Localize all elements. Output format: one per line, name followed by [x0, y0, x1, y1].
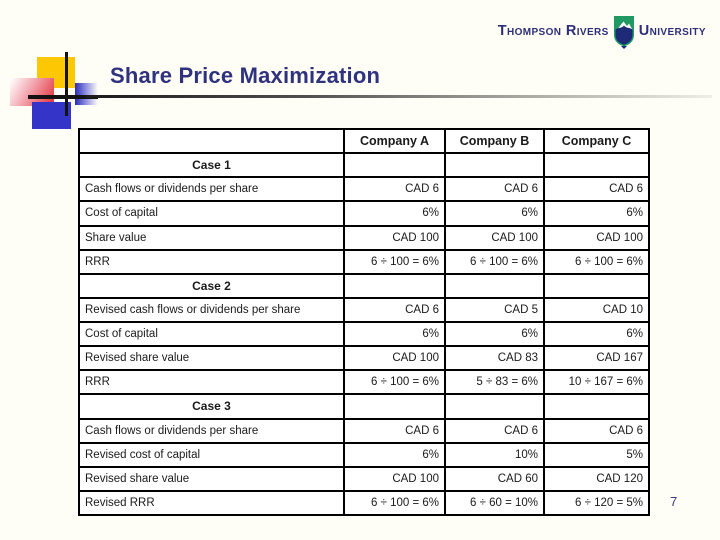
row-label: Cost of capital [78, 200, 345, 227]
value-cell: CAD 100 [543, 224, 650, 251]
table-row: Revised RRR 6 ÷ 100 = 6% 6 ÷ 60 = 10% 6 ÷ 1… [78, 489, 650, 517]
value-cell: CAD 120 [543, 465, 650, 492]
value-cell: CAD 6 [343, 176, 446, 203]
decor-horizontal-line [28, 95, 98, 99]
value-cell: 6 ÷ 60 = 10% [444, 489, 545, 517]
table-row: Cost of capital 6% 6% 6% [78, 320, 650, 348]
row-label: Share value [78, 224, 345, 251]
case-label: Case 1 [78, 152, 345, 179]
value-cell: 6% [444, 320, 545, 348]
empty-cell [543, 152, 650, 179]
table-row: Revised share value CAD 100 CAD 60 CAD 120 [78, 465, 650, 492]
comparison-table-body: Company A Company B Company C Case 1 Cash fl… [78, 127, 650, 517]
comparison-table: Company A Company B Company C Case 1 Cash fl… [78, 127, 650, 517]
value-cell: CAD 6 [543, 176, 650, 203]
value-cell: 6% [343, 441, 446, 468]
row-label: Revised cost of capital [78, 441, 345, 468]
empty-cell [543, 393, 650, 420]
table-row: RRR 6 ÷ 100 = 6% 5 ÷ 83 = 6% 10 ÷ 167 = 6% [78, 369, 650, 396]
value-cell: 10% [444, 441, 545, 468]
table-row: Share value CAD 100 CAD 100 CAD 100 [78, 224, 650, 251]
university-logo: Thompson Rivers University [498, 15, 706, 54]
table-row: Cash flows or dividends per share CAD 6 CA… [78, 417, 650, 444]
value-cell: CAD 10 [543, 296, 650, 324]
title-underline-rule [85, 94, 712, 98]
value-cell: 6% [343, 200, 446, 227]
table-header-row: Company A Company B Company C [78, 127, 650, 155]
decor-red-gradient-square [10, 78, 54, 106]
value-cell: CAD 100 [343, 465, 446, 492]
column-header: Company C [543, 127, 650, 155]
value-cell: CAD 6 [543, 417, 650, 444]
value-cell: CAD 100 [343, 345, 446, 372]
empty-cell [444, 152, 545, 179]
university-shield-icon [613, 15, 635, 54]
empty-cell [343, 152, 446, 179]
table-row: Cost of capital 6% 6% 6% [78, 200, 650, 227]
row-label: Revised share value [78, 345, 345, 372]
decor-blue-square [32, 102, 71, 129]
value-cell: 10 ÷ 167 = 6% [543, 369, 650, 396]
value-cell: 6 ÷ 120 = 5% [543, 489, 650, 517]
value-cell: 6 ÷ 100 = 6% [343, 489, 446, 517]
value-cell: 6 ÷ 100 = 6% [543, 248, 650, 275]
value-cell: 6 ÷ 100 = 6% [343, 369, 446, 396]
value-cell: CAD 83 [444, 345, 545, 372]
column-header: Company B [444, 127, 545, 155]
decor-vertical-line [65, 52, 68, 116]
table-row: Revised cost of capital 6% 10% 5% [78, 441, 650, 468]
value-cell: 6 ÷ 100 = 6% [444, 248, 545, 275]
value-cell: CAD 6 [343, 296, 446, 324]
row-label: RRR [78, 248, 345, 275]
table-row: Revised share value CAD 100 CAD 83 CAD 167 [78, 345, 650, 372]
value-cell: 6% [444, 200, 545, 227]
value-cell: CAD 100 [343, 224, 446, 251]
logo-right-text: University [638, 23, 706, 39]
row-label: Revised cash flows or dividends per shar… [78, 296, 345, 324]
value-cell: 6% [543, 200, 650, 227]
value-cell: 6% [543, 320, 650, 348]
value-cell: CAD 6 [444, 176, 545, 203]
corner-cell [78, 127, 345, 155]
row-label: RRR [78, 369, 345, 396]
table-row: Cash flows or dividends per share CAD 6 CA… [78, 176, 650, 203]
column-header: Company A [343, 127, 446, 155]
value-cell: 6% [343, 320, 446, 348]
page-number: 7 [670, 494, 678, 509]
value-cell: CAD 6 [444, 417, 545, 444]
case-label: Case 2 [78, 272, 345, 299]
row-label: Cash flows or dividends per share [78, 417, 345, 444]
row-label: Revised share value [78, 465, 345, 492]
logo-left-text: Thompson Rivers [497, 23, 609, 39]
value-cell: 6 ÷ 100 = 6% [343, 248, 446, 275]
value-cell: CAD 60 [444, 465, 545, 492]
empty-cell [343, 272, 446, 299]
row-label: Revised RRR [78, 489, 345, 517]
value-cell: 5 ÷ 83 = 6% [444, 369, 545, 396]
value-cell: CAD 5 [444, 296, 545, 324]
table-row: Case 1 [78, 152, 650, 179]
case-label: Case 3 [78, 393, 345, 420]
empty-cell [343, 393, 446, 420]
table-row: Case 2 [78, 272, 650, 299]
value-cell: CAD 6 [343, 417, 446, 444]
table-row: RRR 6 ÷ 100 = 6% 6 ÷ 100 = 6% 6 ÷ 100 = 6% [78, 248, 650, 275]
value-cell: CAD 167 [543, 345, 650, 372]
row-label: Cash flows or dividends per share [78, 176, 345, 203]
page-title: Share Price Maximization [110, 63, 381, 88]
row-label: Cost of capital [78, 320, 345, 348]
table-row: Case 3 [78, 393, 650, 420]
empty-cell [444, 393, 545, 420]
value-cell: CAD 100 [444, 224, 545, 251]
decor-blue-fade-square [75, 83, 98, 105]
empty-cell [543, 272, 650, 299]
value-cell: 5% [543, 441, 650, 468]
table-row: Revised cash flows or dividends per shar… [78, 296, 650, 324]
empty-cell [444, 272, 545, 299]
